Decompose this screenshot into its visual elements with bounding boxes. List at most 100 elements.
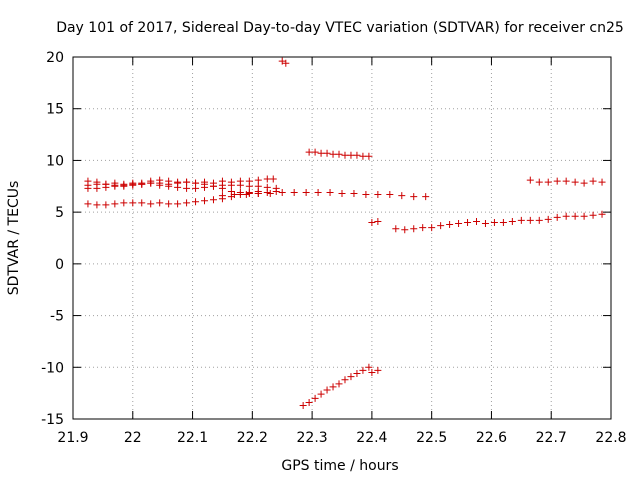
x-tick-label: 22.6: [476, 430, 507, 446]
data-point: [428, 224, 436, 232]
data-point: [156, 176, 164, 184]
data-point: [147, 177, 155, 185]
data-point: [580, 212, 588, 220]
data-point: [138, 199, 146, 207]
x-axis-label: GPS time / hours: [281, 458, 398, 474]
y-tick-label: -5: [50, 309, 64, 325]
data-point: [490, 218, 498, 226]
data-point: [422, 193, 430, 201]
y-tick-label: -15: [41, 412, 64, 428]
data-point: [102, 201, 110, 209]
x-tick-label: 21.9: [57, 430, 88, 446]
data-point: [401, 226, 409, 234]
data-point: [526, 216, 534, 224]
data-point: [526, 176, 534, 184]
data-point: [165, 200, 173, 208]
y-tick-label: 5: [55, 205, 64, 221]
data-point: [589, 211, 597, 219]
data-point: [272, 187, 280, 195]
y-tick-label: 10: [46, 153, 64, 169]
data-point: [335, 380, 343, 388]
data-point: [553, 213, 561, 221]
data-point: [368, 368, 376, 376]
data-point: [245, 182, 253, 190]
data-point: [446, 221, 454, 229]
data-point: [111, 200, 119, 208]
data-point: [553, 177, 561, 185]
data-point: [174, 178, 182, 186]
data-point: [362, 191, 370, 199]
data-point: [305, 148, 313, 156]
data-point: [236, 181, 244, 189]
data-point: [183, 178, 191, 186]
data-point: [209, 196, 217, 204]
data-point: [359, 366, 367, 374]
data-point: [398, 192, 406, 200]
data-point: [419, 224, 427, 232]
data-point: [347, 151, 355, 159]
axis-ticks: 21.9 22 22.1 22.2 22.3 22.4 22.5 22.6 22.7 22.8 -1…: [41, 50, 626, 446]
data-point: [209, 182, 217, 190]
data-point: [147, 200, 155, 208]
data-point: [473, 217, 480, 225]
data-point: [589, 177, 597, 185]
data-point: [311, 394, 319, 402]
data-point: [317, 390, 325, 398]
data-point: [350, 190, 358, 198]
data-point: [359, 152, 367, 160]
data-point: [269, 175, 277, 183]
data-point: [338, 190, 346, 198]
data-point: [236, 191, 244, 199]
data-point: [120, 181, 128, 189]
data-point: [464, 218, 472, 226]
data-point: [263, 188, 271, 196]
data-point: [571, 178, 579, 186]
data-point: [311, 148, 319, 156]
y-tick-label: 15: [46, 102, 64, 118]
data-point: [218, 192, 226, 200]
data-point: [254, 190, 262, 198]
data-point: [201, 197, 209, 205]
data-point: [571, 212, 579, 220]
data-point: [374, 217, 382, 225]
data-point: [84, 177, 92, 185]
data-point: [299, 402, 307, 410]
data-point: [329, 383, 337, 391]
data-point: [278, 57, 286, 65]
data-point: [201, 180, 209, 188]
data-point: [263, 175, 271, 183]
x-tick-label: 22.3: [297, 430, 328, 446]
data-points: [84, 57, 606, 410]
data-point: [386, 191, 394, 199]
y-tick-label: 20: [46, 50, 64, 66]
data-point: [323, 149, 331, 157]
data-point: [93, 201, 101, 209]
data-point: [218, 184, 226, 192]
data-point: [192, 179, 200, 187]
data-point: [227, 181, 235, 189]
data-point: [544, 178, 552, 186]
x-tick-label: 22.7: [536, 430, 567, 446]
data-point: [254, 176, 262, 184]
data-point: [598, 210, 606, 218]
data-point: [111, 181, 119, 189]
y-tick-label: -10: [41, 360, 64, 376]
data-point: [410, 193, 418, 201]
data-point: [517, 216, 525, 224]
data-point: [329, 150, 337, 158]
chart-title: Day 101 of 2017, Sidereal Day-to-day VTE…: [56, 20, 624, 36]
data-point: [138, 179, 146, 187]
data-point: [341, 151, 349, 159]
data-point: [305, 398, 313, 406]
data-point: [437, 222, 445, 230]
data-point: [365, 152, 373, 160]
data-point: [562, 177, 570, 185]
x-tick-label: 22.4: [356, 430, 387, 446]
data-point: [183, 184, 191, 192]
data-point: [341, 376, 349, 384]
data-point: [290, 188, 298, 196]
data-point: [156, 199, 164, 207]
data-point: [410, 225, 418, 233]
data-point: [326, 188, 334, 196]
